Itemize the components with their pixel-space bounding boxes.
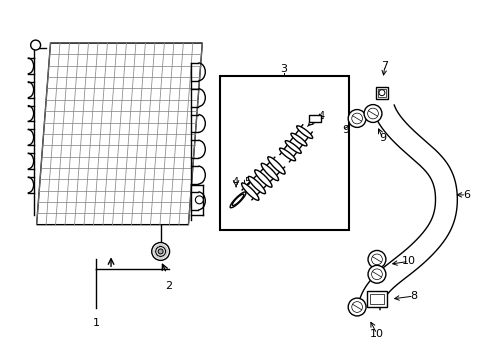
Bar [309, 114, 321, 122]
Circle shape [155, 247, 165, 256]
Text: 4: 4 [318, 111, 324, 121]
Circle shape [151, 243, 169, 260]
Circle shape [195, 196, 203, 204]
Text: 7: 7 [381, 61, 387, 71]
Bar [369, 294, 383, 304]
Ellipse shape [261, 163, 278, 181]
Text: 5: 5 [244, 177, 249, 187]
Bar [220, 76, 348, 230]
Text: 1: 1 [92, 318, 100, 328]
Bar [366, 291, 386, 307]
Text: 4: 4 [232, 177, 239, 187]
Ellipse shape [232, 194, 244, 206]
Ellipse shape [267, 157, 285, 174]
Polygon shape [37, 43, 202, 225]
Circle shape [367, 251, 385, 268]
Text: 3: 3 [280, 64, 286, 74]
Text: 2: 2 [164, 281, 172, 291]
Ellipse shape [254, 170, 271, 187]
Ellipse shape [241, 183, 259, 200]
Text: 10: 10 [401, 256, 415, 266]
Ellipse shape [296, 126, 312, 139]
Text: 5: 5 [307, 117, 313, 127]
Ellipse shape [290, 133, 306, 146]
Circle shape [378, 90, 384, 96]
Text: 10: 10 [369, 329, 383, 339]
Ellipse shape [285, 141, 301, 153]
Bar [377, 89, 385, 96]
Circle shape [31, 40, 41, 50]
Circle shape [347, 298, 366, 316]
Circle shape [367, 265, 385, 283]
Text: 6: 6 [462, 190, 469, 200]
Bar [375, 87, 387, 99]
Text: 8: 8 [409, 291, 416, 301]
Circle shape [364, 105, 381, 122]
Ellipse shape [230, 192, 245, 208]
Circle shape [158, 249, 163, 254]
Circle shape [347, 109, 366, 127]
Text: 9: 9 [342, 125, 349, 135]
Text: 9: 9 [379, 133, 386, 143]
Polygon shape [357, 105, 456, 310]
Ellipse shape [247, 176, 265, 194]
Ellipse shape [279, 148, 295, 161]
